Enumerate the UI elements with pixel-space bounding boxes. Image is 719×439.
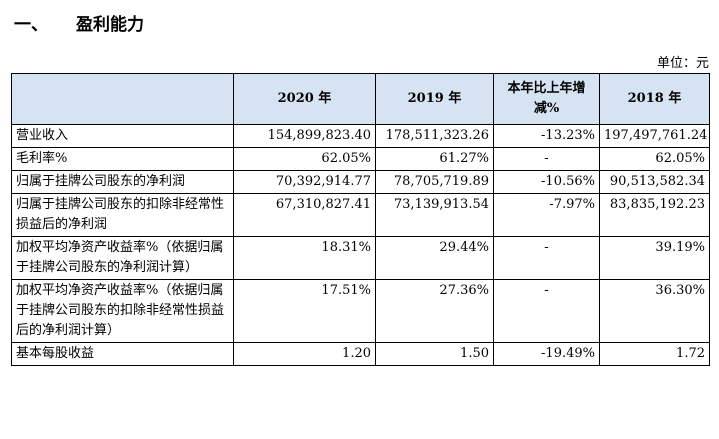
table-header-row: 2020 年 2019 年 本年比上年增减% 2018 年 [11,73,710,125]
table-row: 基本每股收益 1.20 1.50 -19.49% 1.72 [11,342,710,366]
row-label: 加权平均净资产收益率%（依据归属于挂牌公司股东的净利润计算） [11,236,234,280]
cell-2019: 61.27% [375,147,494,171]
table-row: 营业收入 154,899,823.40 178,511,323.26 -13.2… [11,124,710,148]
row-label: 归属于挂牌公司股东的净利润 [11,170,234,194]
cell-2018: 62.05% [599,147,710,171]
row-label: 加权平均净资产收益率%（依据归属于挂牌公司股东的扣除非经常性损益后的净利润计算） [11,279,234,343]
unit-label: 单位：元 [656,56,709,71]
cell-change: -13.23% [493,124,600,148]
cell-change: - [493,147,600,171]
header-cell-2019: 2019 年 [375,73,494,125]
cell-2018: 39.19% [599,236,710,280]
cell-2019: 29.44% [375,236,494,280]
cell-2019: 78,705,719.89 [375,170,494,194]
cell-2018: 36.30% [599,279,710,343]
row-label: 基本每股收益 [11,342,234,366]
section-number: 一、 [14,15,48,35]
table-row: 归属于挂牌公司股东的扣除非经常性损益后的净利润 67,310,827.41 73… [11,193,710,237]
section-title: 盈利能力 [76,15,144,35]
cell-2020: 67,310,827.41 [233,193,376,237]
table-row: 加权平均净资产收益率%（依据归属于挂牌公司股东的扣除非经常性损益后的净利润计算）… [11,279,710,343]
cell-2019: 1.50 [375,342,494,366]
cell-2019: 178,511,323.26 [375,124,494,148]
cell-2018: 197,497,761.24 [599,124,710,148]
profitability-table: 2020 年 2019 年 本年比上年增减% 2018 年 营业收入 154,8… [11,73,710,366]
cell-change: -10.56% [493,170,600,194]
header-cell-2018: 2018 年 [599,73,710,125]
row-label: 归属于挂牌公司股东的扣除非经常性损益后的净利润 [11,193,234,237]
header-cell-item [11,73,234,125]
cell-2018: 90,513,582.34 [599,170,710,194]
cell-change: - [493,236,600,280]
row-label: 营业收入 [11,124,234,148]
cell-2018: 83,835,192.23 [599,193,710,237]
cell-2019: 27.36% [375,279,494,343]
table-row: 毛利率% 62.05% 61.27% - 62.05% [11,147,710,171]
table-row: 加权平均净资产收益率%（依据归属于挂牌公司股东的净利润计算） 18.31% 29… [11,236,710,280]
cell-change: -7.97% [493,193,600,237]
cell-2020: 1.20 [233,342,376,366]
cell-2020: 17.51% [233,279,376,343]
row-label: 毛利率% [11,147,234,171]
cell-2019: 73,139,913.54 [375,193,494,237]
cell-2018: 1.72 [599,342,710,366]
cell-2020: 62.05% [233,147,376,171]
header-cell-2020: 2020 年 [233,73,376,125]
cell-2020: 70,392,914.77 [233,170,376,194]
cell-change: - [493,279,600,343]
cell-2020: 18.31% [233,236,376,280]
table-row: 归属于挂牌公司股东的净利润 70,392,914.77 78,705,719.8… [11,170,710,194]
cell-2020: 154,899,823.40 [233,124,376,148]
cell-change: -19.49% [493,342,600,366]
header-cell-change: 本年比上年增减% [493,73,600,125]
